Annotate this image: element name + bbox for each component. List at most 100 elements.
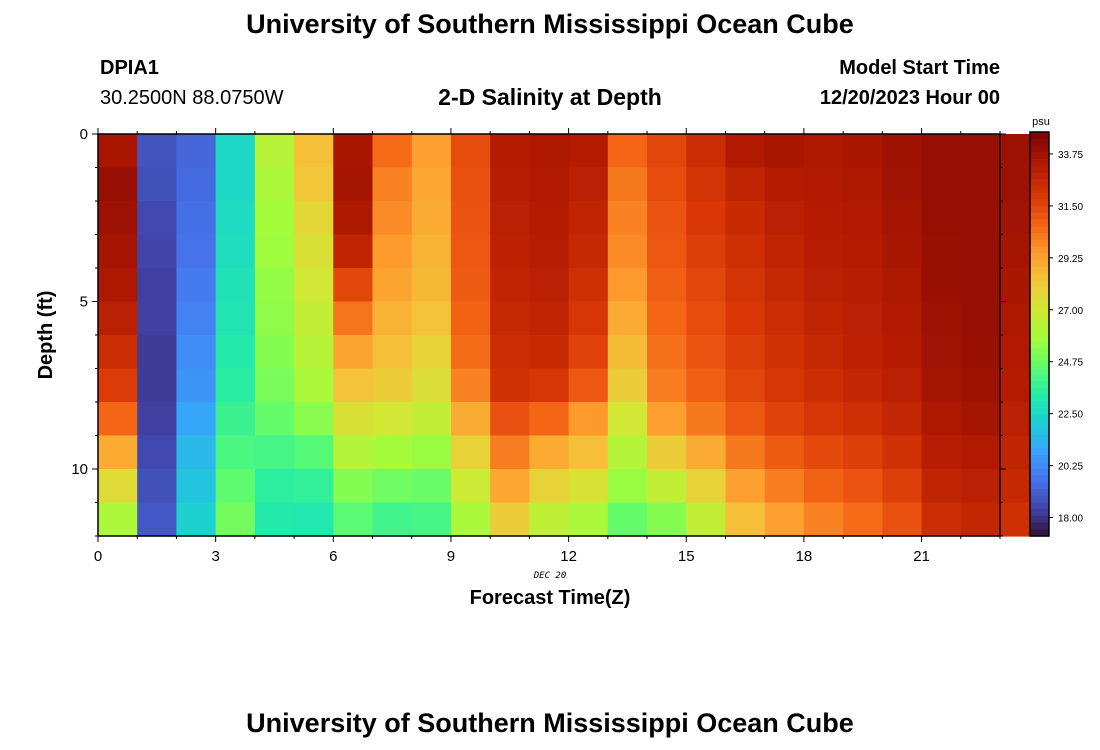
heatmap-cell [98,301,138,336]
heatmap-cell [529,435,570,470]
heatmap-cell [254,167,295,202]
heatmap-cell [882,301,923,336]
heatmap-cell [294,201,334,236]
heatmap-cell [568,435,609,470]
heatmap-cell [215,368,256,403]
heatmap-cell [921,469,962,504]
colorbar-segment [1030,266,1049,274]
colorbar-segment [1030,273,1049,281]
heatmap-cell [176,134,217,169]
heatmap-cell [529,301,570,336]
heatmap-cell [647,368,687,403]
y-tick-label: 0 [80,126,88,143]
heatmap-cell [764,301,805,336]
heatmap-cell [372,301,413,336]
heatmap-cell [490,469,530,504]
heatmap-cell [843,469,883,504]
heatmap-cell [450,167,491,202]
heatmap-cell [176,201,217,236]
heatmap-cell [686,268,727,303]
heatmap-cell [529,368,570,403]
heatmap-cell [647,502,687,537]
heatmap-cell [294,234,334,269]
heatmap-cell [686,469,727,504]
colorbar-tick-label: 33.75 [1058,150,1083,161]
colorbar-segment [1030,192,1049,200]
heatmap-cell [490,201,530,236]
colorbar-segment [1030,360,1049,369]
heatmap-cell [254,234,295,269]
heatmap-cell [294,435,334,470]
heatmap-cell [254,335,295,370]
colorbar-segment [1030,206,1049,214]
heatmap-cell [686,301,727,336]
heatmap-cell [333,469,374,504]
heatmap-cell [215,469,256,504]
heatmap-cell [176,167,217,202]
heatmap-cell [921,134,962,169]
x-axis-label: Forecast Time(Z) [470,587,631,609]
heatmap-cell [137,301,178,336]
heatmap-cell [411,134,452,169]
heatmap-cell [725,368,766,403]
heatmap-cell [333,402,374,437]
colorbar-segment [1030,475,1049,483]
heatmap-cell [882,268,923,303]
heatmap-cell [490,335,530,370]
x-tick-label: 21 [913,548,930,565]
heatmap-cell [333,167,374,202]
heatmap-cell [764,134,805,169]
heatmap-cell [372,368,413,403]
heatmap-cell [372,502,413,537]
heatmap-cell [568,469,609,504]
heatmap-cell [607,201,648,236]
heatmap-cell [882,335,923,370]
x-tick-label: 6 [329,548,337,565]
heatmap-cell [960,335,1001,370]
heatmap-cell [529,167,570,202]
heatmap-cell [764,368,805,403]
heatmap-cell [568,167,609,202]
heatmap-cell [843,435,883,470]
heatmap-cell [607,134,648,169]
y-axis: 0 5 10 [71,126,1006,537]
heatmap-cell [607,435,648,470]
heatmap-cell [490,134,530,169]
heatmap-cell [725,201,766,236]
heatmap-cell [803,368,844,403]
heatmap-cell [372,435,413,470]
colorbar-segment [1030,414,1049,423]
heatmap-cell [490,167,530,202]
heatmap-cell [215,402,256,437]
heatmap-cell [450,134,491,169]
heatmap-cell [725,167,766,202]
heatmap-cell [843,201,883,236]
heatmap-cell [215,234,256,269]
heatmap-cell [98,368,138,403]
heatmap-cell [803,201,844,236]
y-axis-label: Depth (ft) [35,291,57,380]
heatmap-cell [294,134,334,169]
heatmap-cell [215,134,256,169]
colorbar: 33.75 31.50 29.25 27.00 24.75 22.50 20.25 18.00 [1029,131,1083,537]
x-axis: 0 3 6 9 12 15 18 21 [94,128,1001,565]
colorbar-segment [1030,226,1049,234]
heatmap-cell [960,502,1001,537]
heatmap-cell [686,435,727,470]
heatmap-cell [333,435,374,470]
heatmap-cell [254,469,295,504]
heatmap-cell [215,167,256,202]
heatmap-cell [725,301,766,336]
heatmap-cell [98,268,138,303]
heatmap-cell [411,201,452,236]
heatmap-cell [411,167,452,202]
heatmap-cell [568,335,609,370]
heatmap-cell [176,402,217,437]
heatmap-cell [803,234,844,269]
colorbar-segment [1030,138,1049,147]
heatmap-cell [921,502,962,537]
y-tick-label: 10 [71,461,88,478]
heatmap-cell [372,201,413,236]
heatmap-cell [921,435,962,470]
colorbar-segment [1030,340,1049,349]
